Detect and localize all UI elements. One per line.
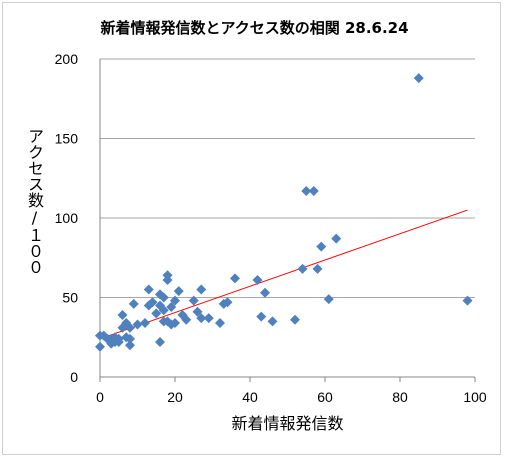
data-point bbox=[462, 295, 473, 306]
x-tick-label: 20 bbox=[167, 389, 183, 405]
data-point bbox=[158, 292, 169, 303]
data-point bbox=[215, 317, 225, 328]
data-point bbox=[196, 313, 207, 324]
data-point bbox=[290, 314, 300, 325]
data-point bbox=[252, 275, 263, 286]
data-point bbox=[192, 306, 203, 317]
data-point bbox=[158, 305, 169, 316]
x-axis-label: 新着情報発信数 bbox=[231, 414, 344, 433]
x-tick-label: 0 bbox=[96, 389, 104, 405]
data-point bbox=[128, 298, 139, 309]
data-point bbox=[143, 284, 154, 295]
data-point bbox=[166, 302, 177, 313]
data-point bbox=[316, 241, 327, 252]
y-tick-label: 200 bbox=[55, 51, 79, 67]
data-point bbox=[155, 337, 165, 348]
data-point bbox=[125, 340, 135, 351]
y-tick-label: 0 bbox=[70, 369, 78, 385]
data-point bbox=[181, 314, 192, 325]
x-tick-label: 80 bbox=[392, 389, 408, 405]
data-point bbox=[331, 233, 342, 244]
data-point bbox=[196, 284, 207, 295]
data-point bbox=[151, 308, 162, 319]
data-point bbox=[125, 333, 135, 344]
data-point bbox=[413, 73, 424, 84]
data-point bbox=[203, 313, 214, 324]
data-point bbox=[188, 295, 199, 306]
data-point bbox=[117, 309, 128, 320]
data-point bbox=[170, 295, 180, 306]
y-axis-label: アクセス数/１００ bbox=[25, 128, 44, 275]
data-point bbox=[222, 297, 233, 308]
data-point bbox=[267, 316, 278, 327]
y-tick-label: 50 bbox=[62, 290, 78, 306]
data-point bbox=[170, 317, 180, 328]
data-point bbox=[297, 263, 308, 274]
data-point bbox=[256, 311, 267, 322]
data-point bbox=[147, 297, 158, 308]
x-tick-label: 60 bbox=[317, 389, 333, 405]
x-tick-label: 40 bbox=[242, 389, 258, 405]
data-point bbox=[323, 294, 334, 305]
chart-title: 新着情報発信数とアクセス数の相関 28.6.24 bbox=[100, 19, 409, 37]
data-point bbox=[132, 319, 143, 330]
data-point bbox=[308, 185, 319, 196]
data-point bbox=[301, 185, 312, 196]
data-point bbox=[162, 270, 173, 281]
x-tick-label: 100 bbox=[463, 389, 487, 405]
y-tick-label: 100 bbox=[55, 210, 79, 226]
data-point bbox=[113, 333, 124, 344]
data-point bbox=[260, 287, 270, 298]
data-point bbox=[125, 322, 135, 333]
y-tick-label: 150 bbox=[55, 131, 79, 147]
trendline bbox=[99, 209, 468, 340]
data-point bbox=[173, 286, 184, 297]
data-point bbox=[95, 341, 105, 352]
data-point bbox=[140, 317, 150, 328]
data-point bbox=[312, 263, 323, 274]
data-point bbox=[230, 273, 240, 284]
